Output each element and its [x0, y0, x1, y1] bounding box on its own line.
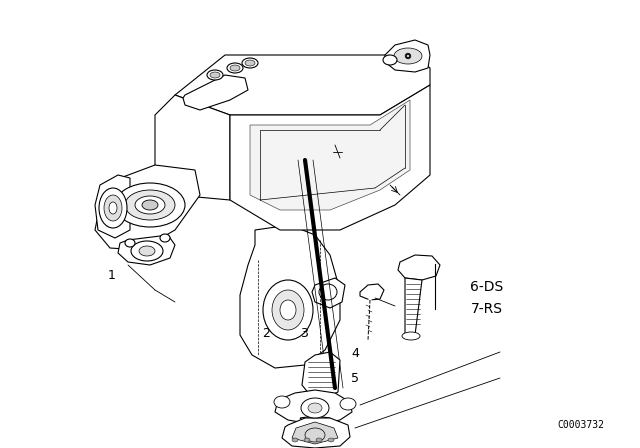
Polygon shape [118, 235, 175, 265]
Ellipse shape [316, 438, 322, 442]
Polygon shape [302, 352, 340, 398]
Ellipse shape [245, 60, 255, 66]
Ellipse shape [131, 241, 163, 261]
Text: 1: 1 [108, 269, 116, 282]
Polygon shape [230, 85, 430, 230]
Polygon shape [312, 278, 345, 308]
Ellipse shape [99, 188, 127, 228]
Ellipse shape [301, 398, 329, 418]
Ellipse shape [227, 63, 243, 73]
Polygon shape [292, 422, 338, 444]
Ellipse shape [394, 48, 422, 64]
Ellipse shape [125, 239, 135, 247]
Polygon shape [175, 55, 430, 115]
Ellipse shape [402, 332, 420, 340]
Ellipse shape [230, 65, 240, 71]
Text: 4: 4 [351, 347, 359, 361]
Ellipse shape [272, 290, 304, 330]
Text: 3: 3 [300, 327, 308, 340]
Ellipse shape [383, 55, 397, 65]
Ellipse shape [160, 234, 170, 242]
Text: 7-RS: 7-RS [470, 302, 502, 316]
Polygon shape [405, 278, 422, 335]
Ellipse shape [109, 202, 117, 214]
Polygon shape [282, 418, 350, 448]
Polygon shape [240, 225, 340, 368]
Ellipse shape [274, 396, 290, 408]
Ellipse shape [242, 58, 258, 68]
Ellipse shape [263, 280, 313, 340]
Text: C0003732: C0003732 [558, 420, 605, 430]
Ellipse shape [139, 246, 155, 256]
Polygon shape [250, 100, 410, 210]
Ellipse shape [292, 438, 298, 442]
Ellipse shape [115, 183, 185, 227]
Ellipse shape [104, 195, 122, 221]
Ellipse shape [125, 190, 175, 220]
Text: 6-DS: 6-DS [470, 280, 503, 294]
Polygon shape [183, 75, 248, 110]
Polygon shape [275, 390, 352, 423]
Ellipse shape [308, 403, 322, 413]
Polygon shape [95, 165, 200, 250]
Ellipse shape [304, 438, 310, 442]
Polygon shape [385, 40, 430, 72]
Ellipse shape [340, 398, 356, 410]
Ellipse shape [328, 438, 334, 442]
Polygon shape [360, 284, 384, 300]
Polygon shape [95, 175, 130, 238]
Text: 2: 2 [262, 327, 269, 340]
Polygon shape [155, 95, 230, 200]
Ellipse shape [280, 300, 296, 320]
Polygon shape [398, 255, 440, 280]
Ellipse shape [207, 70, 223, 80]
Ellipse shape [210, 72, 220, 78]
Ellipse shape [135, 196, 165, 214]
Text: 5: 5 [351, 372, 359, 385]
Ellipse shape [142, 200, 158, 210]
Ellipse shape [319, 284, 337, 300]
